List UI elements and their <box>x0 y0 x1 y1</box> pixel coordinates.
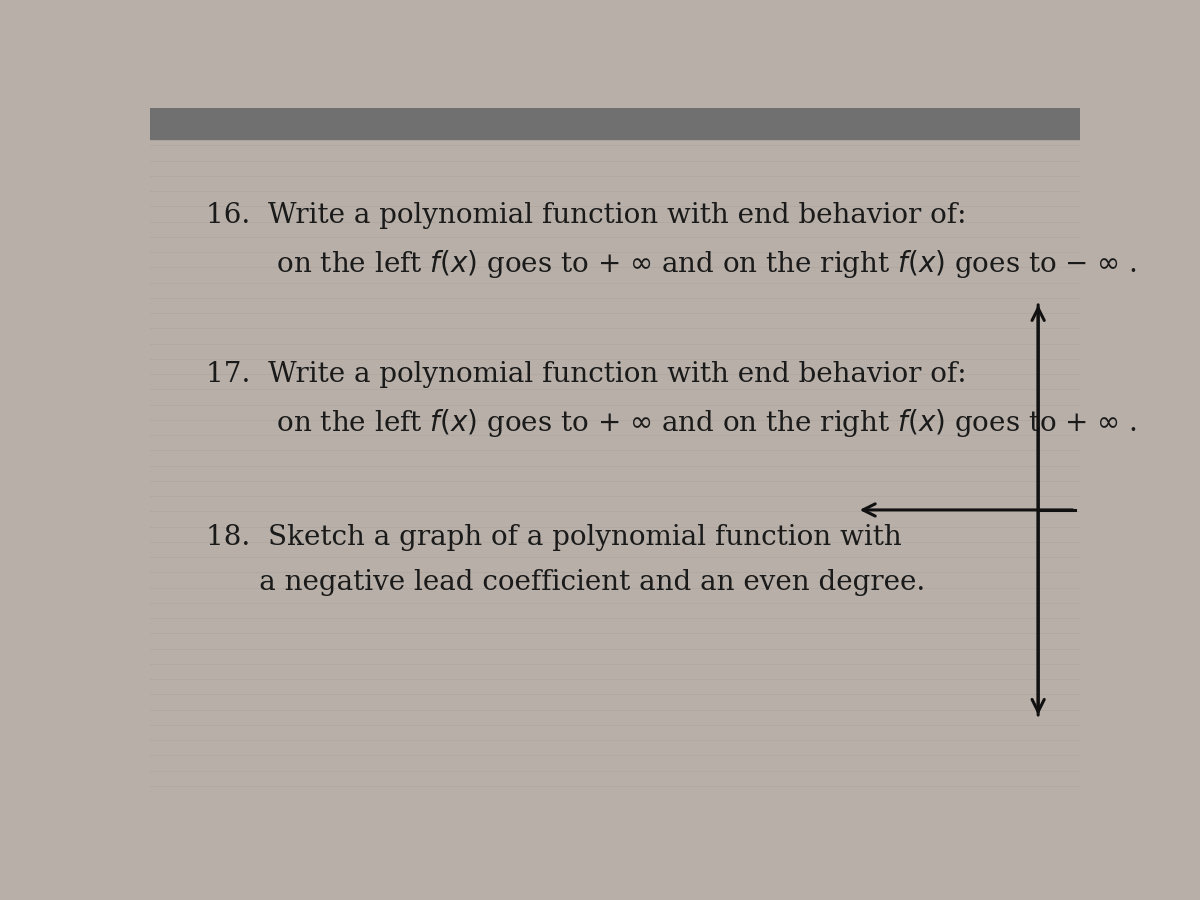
Text: a negative lead coefficient and an even degree.: a negative lead coefficient and an even … <box>206 569 925 596</box>
Text: 16.  Write a polynomial function with end behavior of:: 16. Write a polynomial function with end… <box>206 202 966 229</box>
Text: on the left $\it{f}$$(x)$ goes to + $\infty$ and on the right $\it{f}$$(x)$ goes: on the left $\it{f}$$(x)$ goes to + $\in… <box>206 248 1136 280</box>
Text: on the left $\it{f}$$(x)$ goes to + $\infty$ and on the right $\it{f}$$(x)$ goes: on the left $\it{f}$$(x)$ goes to + $\in… <box>206 408 1136 439</box>
Text: 18.  Sketch a graph of a polynomial function with: 18. Sketch a graph of a polynomial funct… <box>206 524 901 551</box>
Text: 17.  Write a polynomial function with end behavior of:: 17. Write a polynomial function with end… <box>206 361 966 388</box>
Bar <box>150 108 1080 140</box>
